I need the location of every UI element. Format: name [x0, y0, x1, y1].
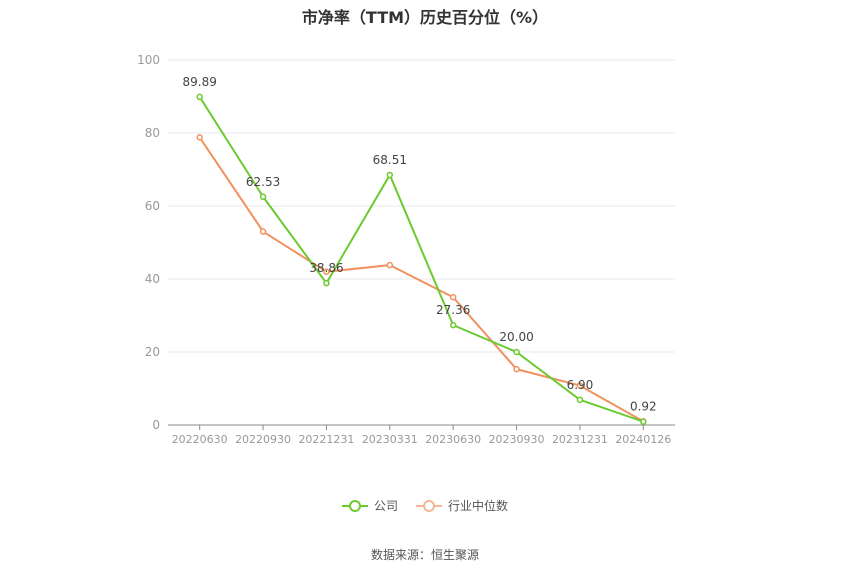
x-tick-label: 20230930 — [489, 433, 545, 446]
data-source: 数据来源：恒生聚源 — [370, 548, 479, 562]
data-label: 38.86 — [309, 261, 343, 275]
y-axis-ticks: 0 20 40 60 80 100 — [137, 53, 160, 432]
y-tick-label: 80 — [145, 126, 160, 140]
data-label: 20.00 — [499, 330, 533, 344]
data-label: 0.92 — [630, 400, 657, 414]
y-tick-label: 60 — [145, 199, 160, 213]
data-point-company — [449, 321, 457, 329]
legend-item-company[interactable]: 公司 — [341, 497, 398, 514]
data-point-company — [259, 193, 267, 201]
legend: 公司 行业中位数 — [0, 497, 850, 514]
data-label: 89.89 — [183, 75, 217, 89]
data-point-company — [196, 93, 203, 101]
data-point-company — [323, 279, 330, 287]
legend-swatch-company — [341, 499, 368, 513]
y-tick-label: 40 — [145, 272, 160, 286]
data-point-industry — [449, 294, 457, 301]
data-label: 62.53 — [246, 175, 280, 189]
data-point-company — [640, 418, 647, 425]
legend-label-industry: 行业中位数 — [448, 499, 509, 513]
data-label: 27.36 — [436, 303, 470, 317]
data-point-company — [576, 396, 584, 404]
data-point-industry — [196, 134, 203, 141]
series-line-industry — [198, 136, 644, 423]
legend-swatch-industry — [416, 499, 442, 513]
y-tick-label: 0 — [152, 418, 160, 432]
x-tick-label: 20231231 — [552, 433, 608, 446]
data-point-industry — [576, 382, 584, 389]
y-tick-label: 20 — [145, 345, 160, 359]
data-point-industry — [513, 365, 520, 373]
data-label: 6.90 — [567, 378, 594, 392]
legend-label-company: 公司 — [373, 499, 398, 513]
data-point-industry — [323, 268, 330, 275]
grid-lines — [168, 59, 675, 353]
x-tick-label: 20221231 — [298, 433, 354, 446]
series-group — [196, 93, 647, 425]
data-point-industry — [386, 261, 394, 269]
x-tick-label: 20240126 — [615, 433, 671, 446]
x-axis: 20220630 20220930 20221231 20230331 20230630… — [168, 424, 675, 446]
legend-item-industry-median[interactable]: 行业中位数 — [416, 497, 508, 514]
data-label: 68.51 — [373, 153, 407, 167]
x-tick-label: 20230630 — [425, 433, 481, 446]
x-tick-label: 20230331 — [362, 433, 418, 446]
chart-title: 市净率（TTM）历史百分位（%） — [301, 8, 549, 27]
x-tick-label: 20220930 — [235, 433, 291, 446]
series-line-company — [198, 96, 644, 423]
data-point-company — [386, 171, 394, 179]
data-labels: 89.89 62.53 38.86 68.51 27.36 20.00 6.90 0.92 — [183, 75, 657, 414]
data-point-company — [513, 348, 520, 356]
data-point-industry — [259, 228, 267, 235]
y-tick-label: 100 — [137, 53, 160, 67]
x-tick-label: 20220630 — [172, 433, 228, 446]
